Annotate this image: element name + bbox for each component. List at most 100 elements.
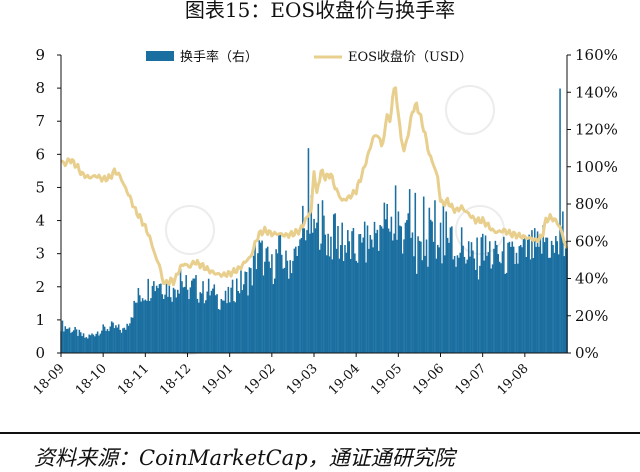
turnover-bar-92 [189,287,192,353]
turnover-bar-297 [477,279,480,353]
x-tick-label: 19-05 [368,361,405,398]
turnover-bar-30 [102,324,105,353]
turnover-bar-194 [332,214,335,353]
turnover-bar-332 [526,239,529,353]
turnover-bar-231 [384,219,387,353]
turnover-bar-106 [209,295,211,353]
turnover-bar-81 [174,289,176,353]
turnover-bar-84 [178,293,180,353]
turnover-bar-51 [131,317,134,353]
turnover-bar-159 [283,267,286,353]
turnover-bar-17 [84,337,86,353]
left-tick-label: 7 [35,112,45,130]
turnover-bar-50 [130,317,133,353]
turnover-bar-254 [417,236,419,353]
turnover-bar-64 [150,298,152,353]
turnover-bar-28 [99,333,102,353]
left-tick-label: 2 [35,278,45,296]
turnover-bar-239 [396,239,398,353]
turnover-bar-23 [92,334,95,353]
turnover-bar-187 [323,215,325,353]
turnover-bar-169 [297,245,300,353]
x-tick-label: 18-09 [31,361,68,398]
turnover-bar-350 [552,244,554,353]
x-tick-label: 19-01 [199,361,236,398]
turnover-bar-111 [216,294,218,353]
turnover-bar-85 [179,269,182,353]
turnover-bar-331 [525,257,528,353]
turnover-bar-95 [193,278,196,353]
turnover-bar-108 [212,288,214,353]
turnover-bar-131 [244,271,246,353]
turnover-bar-335 [531,230,533,353]
turnover-bar-107 [210,290,213,353]
turnover-bar-279 [452,259,455,353]
turnover-bar-318 [507,242,509,353]
turnover-bar-152 [273,278,276,353]
turnover-bar-71 [160,283,162,353]
turnover-bar-327 [519,245,522,353]
turnover-bar-113 [219,309,221,353]
turnover-bar-334 [529,259,532,353]
x-tick-label: 19-04 [326,361,363,398]
turnover-bar-300 [481,233,484,353]
turnover-bar-12 [77,335,79,353]
turnover-bar-204 [347,230,349,353]
turnover-bar-274 [445,211,447,353]
turnover-bar-244 [403,239,405,353]
turnover-bar-267 [435,258,438,353]
turnover-bar-286 [462,245,464,353]
turnover-bar-178 [310,195,313,353]
turnover-bar-206 [349,258,352,353]
turnover-bar-89 [185,275,187,353]
turnover-bar-177 [309,233,311,353]
turnover-bar-184 [318,249,321,353]
turnover-bar-9 [72,330,75,353]
turnover-bar-211 [356,262,359,353]
turnover-bar-235 [390,216,393,353]
turnover-bar-73 [162,299,165,353]
turnover-bar-227 [379,225,381,353]
turnover-bar-43 [120,332,123,353]
turnover-bar-356 [560,226,563,353]
turnover-bar-16 [82,333,85,353]
turnover-bar-182 [316,222,318,354]
turnover-bar-59 [143,300,145,353]
turnover-bar-170 [299,239,301,353]
turnover-bar-220 [369,235,372,353]
turnover-bar-338 [535,246,537,353]
right-tick-label: 140% [575,83,618,101]
turnover-bar-60 [144,299,147,353]
turnover-bar-228 [380,226,383,353]
turnover-bar-96 [195,275,197,353]
turnover-bar-333 [528,234,530,353]
turnover-bar-156 [279,233,282,353]
turnover-bar-117 [224,290,227,353]
turnover-bar-293 [472,250,474,353]
turnover-bar-173 [303,228,306,353]
legend-label-turnover: 换手率（右） [180,49,258,65]
left-tick-label: 8 [35,79,45,97]
turnover-bar-137 [252,255,255,353]
turnover-bar-283 [458,257,460,353]
turnover-bar-143 [261,240,263,353]
turnover-bar-201 [342,260,345,353]
turnover-bar-246 [406,220,408,353]
turnover-bar-21 [89,335,92,353]
turnover-bar-146 [265,248,268,353]
turnover-bar-185 [320,243,322,353]
turnover-bar-295 [474,269,477,353]
turnover-bar-337 [533,228,536,353]
turnover-bar-221 [370,239,373,353]
x-tick-label: 18-11 [115,361,152,398]
turnover-bar-62 [147,278,149,353]
turnover-bar-270 [439,222,442,354]
left-tick-label: 0 [35,344,45,362]
turnover-bar-25 [95,333,97,353]
turnover-bar-226 [377,250,380,353]
turnover-bar-317 [505,272,508,353]
turnover-bar-165 [292,260,294,353]
turnover-bar-145 [264,261,266,353]
turnover-bar-183 [317,203,320,353]
turnover-bar-308 [493,248,495,353]
